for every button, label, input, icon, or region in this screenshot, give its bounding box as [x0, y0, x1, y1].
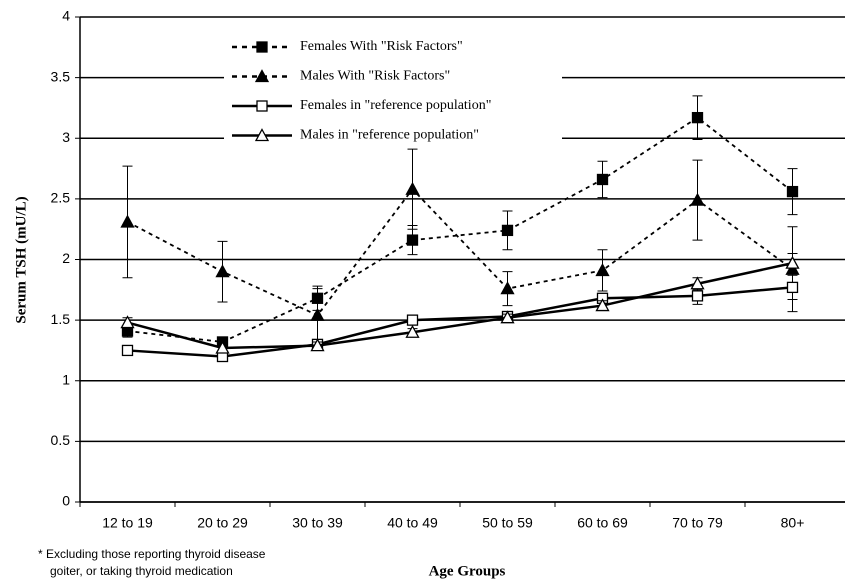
y-axis-label: Serum TSH (mU/L) — [13, 196, 29, 323]
data-point — [500, 281, 515, 295]
y-tick-label: 1 — [62, 371, 70, 387]
series-line — [127, 116, 794, 343]
footnote: * Excluding those reporting thyroid dise… — [38, 547, 266, 561]
data-point — [120, 214, 135, 228]
legend-marker — [254, 69, 270, 83]
legend-label: Males in "reference population" — [300, 128, 479, 143]
data-point — [595, 263, 610, 277]
x-tick-label: 40 to 49 — [387, 515, 438, 531]
x-tick-label: 50 to 59 — [482, 515, 533, 531]
footnote: goiter, or taking thyroid medication — [50, 564, 233, 578]
data-point — [690, 192, 705, 206]
x-tick-label: 30 to 39 — [292, 515, 343, 531]
y-tick-label: 2 — [62, 250, 70, 266]
data-point — [691, 111, 704, 124]
x-tick-label: 12 to 19 — [102, 515, 153, 531]
series-line — [127, 286, 793, 358]
data-point — [500, 310, 515, 324]
y-tick-label: 3.5 — [51, 68, 71, 84]
data-point — [785, 255, 800, 269]
data-point — [406, 314, 419, 326]
legend-marker — [256, 100, 268, 112]
y-tick-label: 1.5 — [51, 311, 71, 327]
data-point — [310, 307, 325, 321]
data-point — [596, 173, 609, 186]
series-line — [127, 261, 793, 350]
data-point — [310, 338, 325, 352]
data-point — [121, 344, 134, 357]
y-tick-label: 0.5 — [51, 432, 71, 448]
legend-label: Males With "Risk Factors" — [300, 69, 450, 84]
data-point — [501, 224, 514, 237]
data-point — [405, 324, 420, 338]
data-point — [120, 315, 135, 329]
y-tick-label: 4 — [62, 8, 70, 24]
data-point — [786, 281, 799, 294]
data-point — [691, 290, 704, 302]
data-point — [215, 340, 230, 354]
x-axis-label: Age Groups — [429, 563, 506, 579]
y-tick-label: 3 — [62, 129, 70, 145]
x-tick-label: 80+ — [781, 515, 805, 531]
x-tick-label: 60 to 69 — [577, 515, 628, 531]
legend-label: Females With "Risk Factors" — [300, 39, 463, 54]
x-tick-label: 20 to 29 — [197, 515, 248, 531]
data-point — [406, 234, 419, 246]
legend-box — [224, 32, 562, 148]
data-point — [405, 181, 420, 195]
data-point — [786, 185, 799, 198]
data-point — [690, 276, 705, 290]
data-point — [215, 264, 230, 278]
x-tick-label: 70 to 79 — [672, 515, 723, 531]
data-point — [595, 298, 610, 312]
legend-label: Females in "reference population" — [300, 98, 491, 113]
y-tick-label: 2.5 — [51, 190, 71, 206]
legend-marker — [256, 41, 268, 53]
legend-marker — [254, 128, 270, 142]
y-tick-label: 0 — [62, 493, 70, 509]
